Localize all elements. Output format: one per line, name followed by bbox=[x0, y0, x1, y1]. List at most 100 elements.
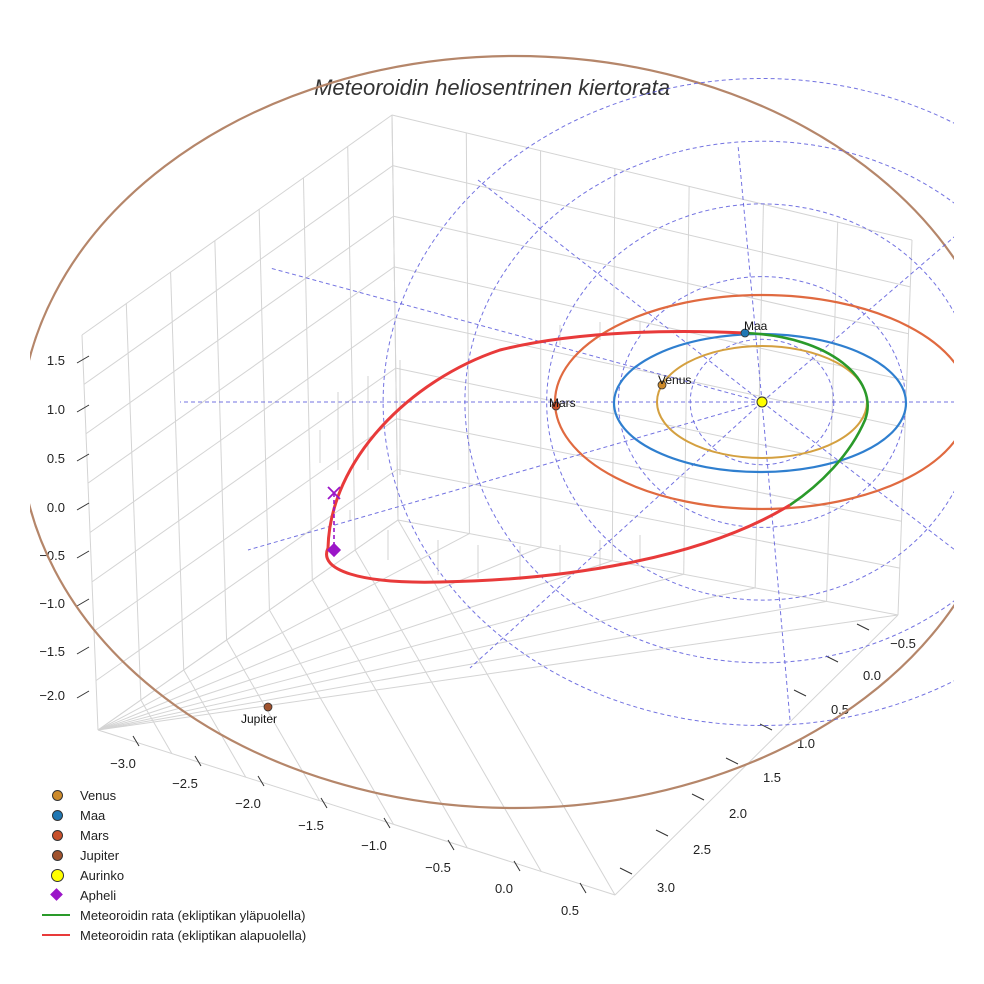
y-tick-mark bbox=[691, 793, 705, 801]
legend-item-venus: Venus bbox=[40, 785, 306, 805]
radial-line bbox=[737, 144, 763, 403]
grid-line bbox=[97, 560, 613, 731]
z-tick-label: 1.5 bbox=[47, 353, 65, 368]
x-tick-mark bbox=[447, 839, 455, 851]
grid-line bbox=[754, 204, 764, 588]
y-tick-mark bbox=[725, 757, 739, 765]
x-tick-label: −1.5 bbox=[298, 818, 324, 833]
green-line-legend-icon bbox=[42, 914, 70, 916]
reference-circle bbox=[546, 203, 954, 601]
x-tick-label: 0.0 bbox=[495, 881, 513, 896]
x-tick-label: −1.0 bbox=[361, 838, 387, 853]
earth-legend-icon bbox=[52, 810, 63, 821]
z-tick-label: −0.5 bbox=[39, 548, 65, 563]
x-tick-mark bbox=[194, 755, 202, 767]
y-tick-mark bbox=[825, 655, 839, 663]
grid-line bbox=[183, 669, 247, 778]
grid-line bbox=[397, 519, 899, 616]
maa-marker bbox=[740, 328, 750, 338]
red-line-legend-icon bbox=[42, 934, 70, 936]
y-tick-mark bbox=[856, 623, 870, 631]
grid-line bbox=[614, 614, 899, 896]
grid-line bbox=[95, 468, 398, 682]
grid-line bbox=[826, 222, 839, 602]
z-tick-label: 0.5 bbox=[47, 451, 65, 466]
legend-item-orbit-above: Meteoroidin rata (ekliptikan yläpuolella… bbox=[40, 905, 306, 925]
x-tick-label: −2.0 bbox=[235, 796, 261, 811]
grid-line bbox=[393, 215, 909, 335]
grid-line bbox=[85, 215, 394, 435]
x-tick-mark bbox=[132, 735, 140, 747]
grid-line bbox=[465, 132, 470, 534]
apheli-diamond bbox=[326, 542, 342, 558]
grid-line bbox=[397, 519, 616, 896]
y-tick-label: −0.5 bbox=[890, 636, 916, 651]
orbit-scene: Venus Maa Mars Jupiter bbox=[30, 55, 954, 809]
z-tick-mark bbox=[76, 404, 90, 413]
legend-item-orbit-below: Meteoroidin rata (ekliptikan alapuolella… bbox=[40, 925, 306, 945]
x-tick-label: 0.5 bbox=[561, 903, 579, 918]
grid-line bbox=[89, 317, 396, 533]
x-tick-mark bbox=[513, 860, 521, 872]
apheli-legend-icon bbox=[50, 888, 63, 901]
radial-line bbox=[247, 401, 763, 551]
x-tick-mark bbox=[383, 817, 391, 829]
z-tick-mark bbox=[76, 502, 90, 511]
grid-line bbox=[395, 367, 904, 475]
grid-line bbox=[97, 729, 616, 896]
mars-marker bbox=[551, 401, 561, 411]
grid-line bbox=[392, 165, 911, 288]
axis-ticks: 1.5 1.0 0.5 0.0 −0.5 −1.0 −1.5 −2.0 −3.0 −2.5 −2.0… bbox=[39, 353, 916, 918]
y-tick-mark bbox=[619, 867, 633, 875]
jupiter-marker bbox=[263, 702, 273, 712]
chart-title: Meteoroidin heliosentrinen kiertorata bbox=[314, 75, 670, 100]
legend-item-aurinko: Aurinko bbox=[40, 865, 306, 885]
z-tick-mark bbox=[76, 453, 90, 462]
apheli-x-marker bbox=[327, 486, 341, 500]
x-tick-label: −2.5 bbox=[172, 776, 198, 791]
mars-legend-icon bbox=[52, 830, 63, 841]
legend: Venus Maa Mars Jupiter Aurinko Apheli Me… bbox=[40, 785, 306, 945]
z-tick-label: −1.0 bbox=[39, 596, 65, 611]
radial-line bbox=[761, 236, 954, 403]
grid-line bbox=[683, 186, 690, 575]
legend-label: Aurinko bbox=[80, 867, 125, 883]
grid-line bbox=[97, 587, 756, 731]
jupiter-label: Jupiter bbox=[241, 712, 277, 726]
meteoroid-orbit-below bbox=[325, 330, 791, 584]
grid-line bbox=[97, 519, 399, 731]
legend-item-mars: Mars bbox=[40, 825, 306, 845]
y-tick-label: 2.0 bbox=[729, 806, 747, 821]
x-tick-mark bbox=[257, 775, 265, 787]
legend-item-jupiter: Jupiter bbox=[40, 845, 306, 865]
x-tick-mark bbox=[320, 797, 328, 809]
grid-line bbox=[93, 418, 397, 632]
y-tick-mark bbox=[655, 829, 669, 837]
sun-marker bbox=[756, 396, 768, 408]
grid-line bbox=[396, 418, 902, 522]
z-tick-mark bbox=[76, 550, 90, 559]
grid-line bbox=[394, 317, 906, 428]
grid-line bbox=[394, 266, 907, 382]
y-tick-mark bbox=[793, 689, 807, 697]
axes-grid bbox=[81, 114, 913, 896]
grid-line bbox=[397, 468, 900, 569]
grid-line bbox=[311, 579, 468, 849]
legend-item-apheli: Apheli bbox=[40, 885, 306, 905]
venus-legend-icon bbox=[52, 790, 63, 801]
legend-label: Venus bbox=[80, 787, 117, 803]
grid-line bbox=[97, 600, 827, 731]
z-tick-label: −2.0 bbox=[39, 688, 65, 703]
grid-line bbox=[391, 114, 913, 241]
grid-line bbox=[226, 639, 321, 801]
grid-line bbox=[611, 168, 616, 561]
radial-line bbox=[761, 401, 791, 721]
z-tick-mark bbox=[76, 355, 90, 364]
venus-marker bbox=[657, 380, 667, 390]
x-tick-label: −3.0 bbox=[110, 756, 136, 771]
grid-line bbox=[140, 699, 173, 754]
z-tick-mark bbox=[76, 646, 90, 655]
radial-line bbox=[761, 401, 954, 550]
radial-line bbox=[469, 401, 763, 669]
legend-label: Mars bbox=[80, 827, 109, 843]
